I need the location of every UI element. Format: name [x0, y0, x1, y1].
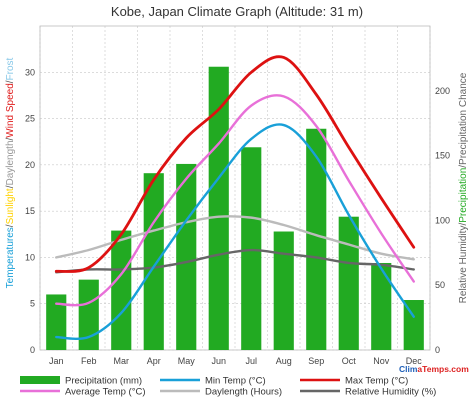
axis-label-part: /: [458, 165, 469, 168]
x-tick-label: Jan: [49, 356, 64, 366]
legend-item: Average Temp (°C): [20, 387, 146, 398]
legend-item: Max Temp (°C): [300, 376, 408, 387]
left-tick-label: 15: [25, 206, 35, 216]
x-tick-label: May: [178, 356, 196, 366]
x-tick-labels: Jan Feb Mar Apr May Jun Jul Aug Sep Oct Nov Dec: [49, 356, 422, 366]
watermark: ClimaTemps.com: [399, 364, 469, 374]
x-tick-label: Aug: [276, 356, 292, 366]
axis-label-part: Sunlight: [5, 188, 16, 224]
right-tick-label: 200: [435, 86, 450, 96]
legend-label: Max Temp (°C): [345, 376, 408, 387]
precip-bar-oct: [338, 216, 359, 350]
right-axis-label: Relative Humidity/Precipitation/Precipit…: [458, 72, 469, 303]
left-tick-label: 25: [25, 114, 35, 124]
precip-bar-nov: [371, 262, 392, 350]
legend: Precipitation (mm) Min Temp (°C) Max Temp …: [20, 376, 436, 398]
left-tick-label: 5: [30, 299, 35, 309]
x-tick-label: Jul: [245, 356, 257, 366]
right-tick-labels: 0 50 100 150 200: [435, 86, 450, 355]
axis-label-part: /: [458, 223, 469, 226]
precip-bar-sep: [306, 128, 327, 350]
precip-bar-may: [176, 163, 197, 350]
x-tick-label: Jun: [211, 356, 226, 366]
axis-label-part: Frost: [5, 57, 16, 80]
x-tick-label: Nov: [373, 356, 390, 366]
legend-item: Relative Humidity (%): [300, 387, 436, 398]
series-line-relative-humidity: [55, 248, 415, 274]
right-tick-label: 0: [435, 345, 440, 355]
precip-bar-mar: [111, 230, 132, 350]
axis-label-part: Relative Humidity: [458, 226, 469, 304]
legend-swatch: [20, 376, 60, 384]
left-tick-label: 30: [25, 67, 35, 77]
legend-label: Daylength (Hours): [205, 387, 282, 398]
x-tick-label: Sep: [308, 356, 324, 366]
axis-label-part: Wind Speed: [5, 83, 16, 137]
x-tick-label: Apr: [147, 356, 161, 366]
x-tick-label: Mar: [114, 356, 130, 366]
x-tick-label: Dec: [406, 356, 423, 366]
precip-bar-feb: [78, 279, 99, 350]
precip-bar-dec: [403, 300, 424, 350]
series-lines: [54, 55, 416, 341]
axis-label-part: /: [5, 224, 16, 227]
precipitation-bars: [46, 66, 424, 350]
series-line-daylength-(hours): [55, 215, 415, 261]
right-tick-label: 50: [435, 280, 445, 290]
legend-label: Relative Humidity (%): [345, 387, 436, 398]
left-tick-label: 0: [30, 345, 35, 355]
left-axis-label: Temperatures/Sunlight/Daylength/Wind Spe…: [5, 57, 16, 288]
precip-bar-jan: [46, 294, 67, 350]
plot-frame: [39, 25, 431, 351]
axis-label-part: Daylength: [5, 140, 16, 185]
legend-label: Precipitation (mm): [65, 376, 142, 387]
legend-item: Daylength (Hours): [160, 387, 282, 398]
x-tick-label: Oct: [342, 356, 357, 366]
left-tick-labels: 0 5 10 15 20 25 30: [25, 67, 35, 355]
legend-label: Min Temp (°C): [205, 376, 266, 387]
legend-label: Average Temp (°C): [65, 387, 146, 398]
precip-bar-apr: [143, 173, 164, 350]
right-tick-label: 150: [435, 151, 450, 161]
precip-bar-jul: [241, 147, 262, 350]
precip-bar-aug: [273, 231, 294, 350]
chart-title: Kobe, Japan Climate Graph (Altitude: 31 …: [111, 4, 363, 19]
x-tick-label: Feb: [81, 356, 97, 366]
legend-item: Min Temp (°C): [160, 376, 266, 387]
series-line-max-temp: [54, 55, 416, 273]
axis-label-part: /: [5, 137, 16, 140]
axis-label-part: Precipitation Chance: [458, 72, 469, 165]
right-tick-label: 100: [435, 215, 450, 225]
left-tick-label: 20: [25, 160, 35, 170]
axis-label-part: /: [5, 185, 16, 188]
series-line-average-temp: [55, 94, 415, 307]
left-tick-label: 10: [25, 252, 35, 262]
grid: [39, 25, 431, 351]
watermark-text: ClimaTemps.com: [399, 364, 469, 374]
axis-label-part: Precipitation: [458, 168, 469, 223]
series-line-min-temp: [55, 123, 415, 341]
legend-item: Precipitation (mm): [20, 376, 142, 387]
axis-label-part: Temperatures: [5, 227, 16, 288]
axis-label-part: /: [5, 80, 16, 83]
